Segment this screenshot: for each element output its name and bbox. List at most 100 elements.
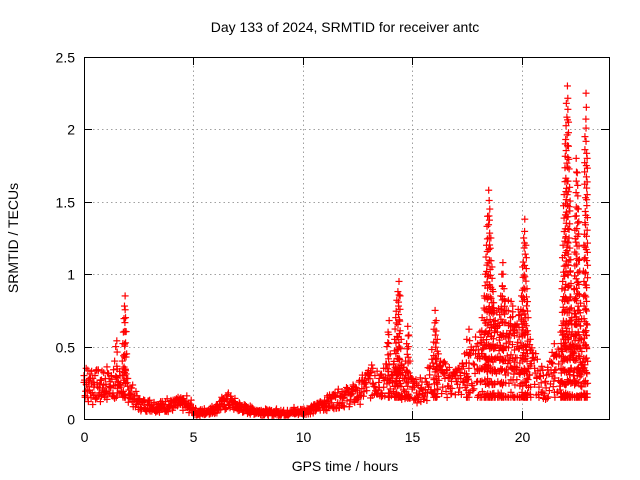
data-point [496, 311, 504, 319]
data-point [397, 335, 405, 343]
data-point [545, 387, 553, 395]
data-point [215, 406, 223, 414]
data-point [538, 362, 546, 370]
data-point [486, 205, 494, 213]
data-point [112, 393, 120, 401]
data-point [113, 348, 121, 356]
data-point [479, 345, 487, 353]
data-point [404, 392, 412, 400]
data-point [323, 398, 331, 406]
data-point [433, 360, 441, 368]
data-point [90, 383, 98, 391]
data-point [456, 372, 464, 380]
data-point [392, 350, 400, 358]
data-point [364, 374, 372, 382]
data-point [423, 380, 431, 388]
data-point [485, 303, 493, 311]
data-point [556, 386, 564, 394]
data-point [490, 306, 498, 314]
data-point [521, 227, 529, 235]
data-point [520, 271, 528, 279]
data-point [404, 343, 412, 351]
data-point [168, 398, 175, 406]
data-point [505, 322, 513, 330]
data-point [482, 253, 490, 261]
data-point [124, 374, 132, 382]
data-point [521, 215, 529, 223]
data-point [135, 395, 143, 403]
data-point [111, 357, 119, 365]
data-point [490, 317, 498, 325]
data-point [433, 368, 441, 376]
data-point [486, 293, 494, 301]
data-point [87, 389, 95, 397]
data-point [405, 393, 413, 401]
data-point [141, 405, 149, 413]
data-point [356, 389, 364, 397]
data-point [409, 379, 417, 387]
data-point [395, 302, 403, 310]
data-point [417, 385, 425, 393]
data-point [122, 328, 130, 336]
data-point [128, 398, 136, 406]
data-point [384, 339, 392, 347]
data-point [472, 350, 480, 358]
data-point [207, 409, 215, 417]
data-point [244, 406, 252, 414]
data-point [463, 381, 471, 389]
data-point [485, 221, 493, 229]
data-point [423, 397, 431, 405]
data-point [88, 367, 96, 375]
data-point [121, 342, 129, 350]
data-point [523, 285, 531, 293]
data-point [369, 364, 377, 372]
data-point [551, 374, 559, 382]
data-point [408, 374, 416, 382]
data-point [514, 338, 522, 346]
data-point [383, 343, 391, 351]
data-point [448, 384, 456, 392]
data-point [544, 393, 552, 401]
data-point [385, 331, 393, 339]
data-point [462, 370, 470, 378]
data-point [432, 339, 440, 347]
data-point [98, 376, 105, 384]
data-point [548, 358, 556, 366]
data-point [290, 403, 298, 411]
data-point [489, 288, 497, 296]
data-point [404, 378, 412, 386]
data-point [394, 288, 402, 296]
data-point [121, 365, 129, 373]
data-point [410, 383, 418, 391]
data-point [398, 369, 406, 377]
data-point [503, 352, 511, 360]
data-point [386, 390, 394, 398]
data-point [437, 357, 445, 365]
data-point [515, 345, 523, 353]
data-point [523, 302, 531, 310]
data-point [498, 305, 506, 313]
data-point [117, 383, 125, 391]
data-point [404, 369, 412, 377]
data-point [535, 393, 543, 401]
data-point [85, 374, 93, 382]
data-point [521, 273, 529, 281]
data-point [439, 383, 447, 391]
data-point [187, 396, 195, 404]
data-point [183, 392, 191, 400]
data-point [399, 386, 407, 394]
data-point [443, 366, 451, 374]
data-point [381, 392, 389, 400]
data-point [143, 401, 151, 409]
data-point [462, 359, 470, 367]
data-point [150, 399, 158, 407]
data-point [118, 357, 126, 365]
data-point [220, 398, 228, 406]
data-point [126, 393, 134, 401]
data-point [433, 380, 441, 388]
data-point [433, 393, 441, 401]
data-point [507, 388, 515, 396]
data-point [164, 408, 172, 416]
data-point [486, 229, 494, 237]
